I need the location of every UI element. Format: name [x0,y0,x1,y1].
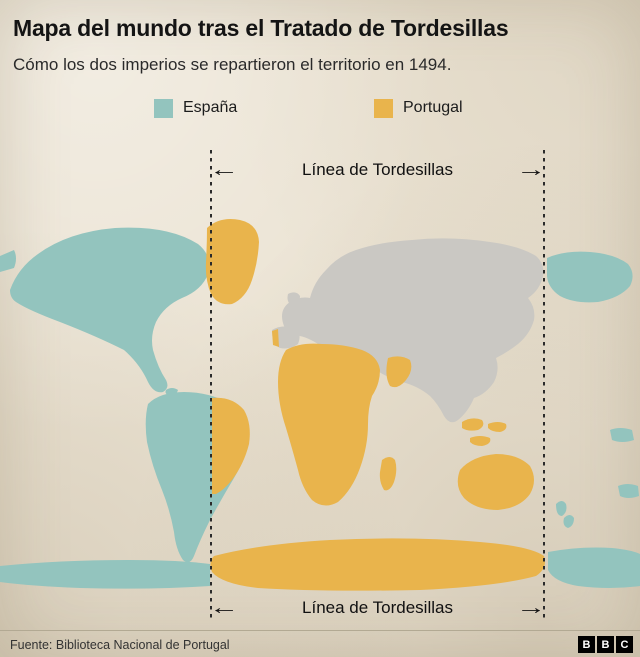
footer-divider [0,630,640,631]
region-iberia [272,326,300,349]
world-map [0,219,640,591]
region-north-america [10,227,210,393]
region-portugal [272,329,279,347]
bbc-logo: B B C [578,636,633,653]
legend-label-espana: España [183,99,238,116]
legend-item-espana: España [154,96,237,120]
region-antarctica-west [0,560,210,589]
line-label-top-text: Línea de Tordesillas [302,160,453,179]
line-label-bottom: ← Línea de Tordesillas → [209,596,546,620]
legend-item-portugal: Portugal [374,96,463,120]
arrow-left-icon: ← [209,159,239,181]
page-title: Mapa del mundo tras el Tratado de Tordes… [13,15,509,41]
region-arabia [386,356,412,388]
footer: Fuente: Biblioteca Nacional de Portugal … [0,631,640,657]
region-antarctica-center [210,538,545,591]
region-antarctica-east [548,547,640,588]
region-britain [287,292,300,306]
portugal-color-swatch [374,98,393,118]
region-eurasia [282,238,544,423]
line-label-top: ← Línea de Tordesillas → [209,158,546,182]
legend-label-portugal: Portugal [403,99,463,116]
region-greenland [205,219,259,305]
arrow-right-icon: → [516,597,546,619]
bbc-logo-block-2: B [597,636,614,653]
legend: España Portugal [0,96,640,120]
region-indonesia [462,418,507,446]
line-label-bottom-text: Línea de Tordesillas [302,598,453,617]
arrow-right-icon: → [516,159,546,181]
region-northeast-asia [547,251,639,498]
region-alaska-edge [0,250,16,272]
region-brazil-east [212,397,250,494]
tordesillas-line-west [210,150,212,622]
bbc-logo-block-1: B [578,636,595,653]
region-africa [278,343,380,506]
bbc-logo-block-3: C [616,636,633,653]
tordesillas-line-east [543,150,545,622]
page-subtitle: Cómo los dos imperios se repartieron el … [13,55,452,74]
arrow-left-icon: ← [209,597,239,619]
source-text: Fuente: Biblioteca Nacional de Portugal [10,638,230,652]
region-australia [457,454,534,510]
region-new-zealand [556,501,574,528]
region-madagascar [379,457,397,491]
espana-color-swatch [154,98,173,118]
